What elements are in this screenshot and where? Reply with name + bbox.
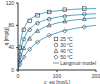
html-text:30 °C: 30 °C (60, 42, 73, 48)
svg-text:40: 40 (8, 44, 14, 50)
svg-text:80: 80 (8, 22, 14, 28)
html-text:Langmuir model: Langmuir model (60, 60, 96, 66)
svg-text:120: 120 (8, 0, 14, 6)
svg-text:0: 0 (11, 67, 14, 73)
svg-text:200: 200 (92, 73, 93, 79)
svg-text:q [mg/g]: q [mg/g] (8, 27, 9, 46)
html-text:25 °C: 25 °C (60, 36, 73, 42)
svg-text:c_eq [mg/L]: c_eq [mg/L] (44, 79, 71, 84)
svg-text:0: 0 (17, 73, 20, 79)
svg-text:100: 100 (53, 73, 62, 79)
html-text:40 °C: 40 °C (60, 48, 73, 54)
html-text:50 °C: 50 °C (60, 54, 73, 60)
